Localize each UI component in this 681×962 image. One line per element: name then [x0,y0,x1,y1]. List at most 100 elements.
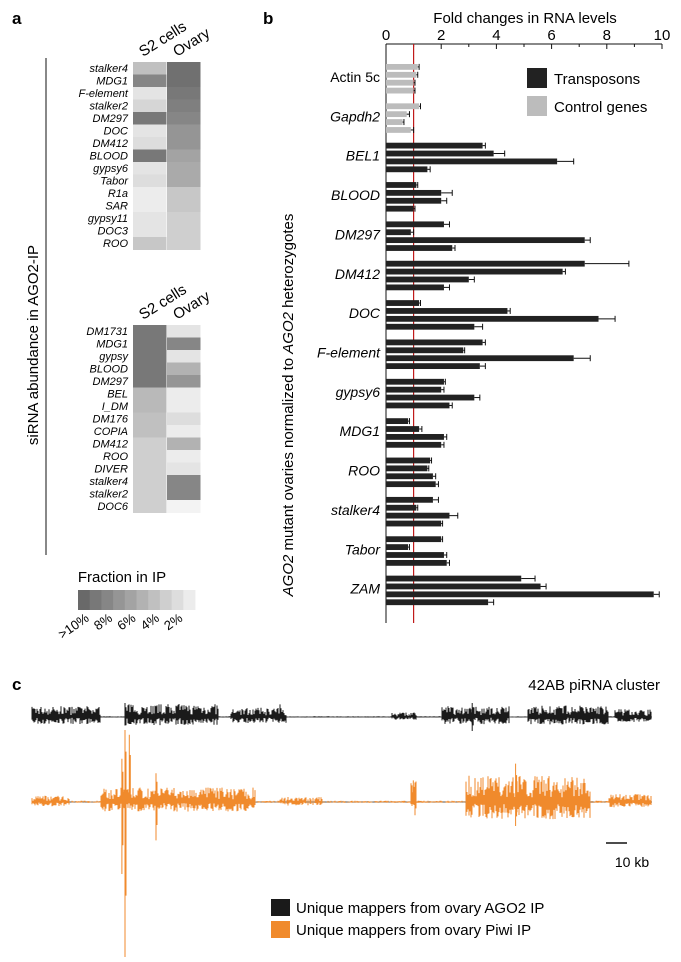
bar-gapdh2-2 [386,111,407,118]
heatmap-cell-roo-s2 [133,450,167,463]
heatmap-cell-sar-ovary [167,199,201,213]
heatmap-cell-copia-ovary [167,425,201,438]
bar-blood-3 [386,197,442,204]
heatmap-cell-doc3-ovary [167,224,201,238]
legend-label-control: Control genes [554,99,647,116]
heatmap-cell-dm297-s2 [133,375,167,388]
heatmap-cell-dm176-ovary [167,412,201,426]
heatmap-cell-r1a-ovary [167,187,201,200]
bar-gypsy6-2 [386,386,442,393]
heatmap-cell-sar-s2 [133,199,167,213]
bar-f-element-2 [386,347,464,354]
x-tick-label-10: 10 [654,27,671,44]
group-label-dm412: DM412 [335,266,380,282]
heatmap-row-label-dm297: DM297 [93,113,129,125]
heatmap-cell-dm297-s2 [133,112,167,125]
group-label-actin-5c: Actin 5c [330,69,380,85]
bar-stalker4-4 [386,520,442,527]
bar-doc-3 [386,315,599,322]
bar-blood-1 [386,182,417,188]
heatmap-cell-dm412-s2 [133,437,167,451]
heatmap-row-label-gypsy11: gypsy11 [88,213,128,225]
colorbar-segment-4 [124,590,137,610]
group-label-dm297: DM297 [335,226,381,242]
group-label-doc: DOC [349,305,381,321]
group-label-f-element: F-element [317,345,381,361]
bar-mdg1-2 [386,426,420,432]
bar-ylabel: AGO2 mutant ovaries normalized to AGO2 h… [280,214,297,598]
x-tick-label-4: 4 [492,27,500,44]
colorbar-segment-8 [171,590,184,610]
bar-ylabel-gene-1: AGO2 [280,554,297,597]
bar-ylabel-gene-2: AGO2 [280,311,297,354]
x-tick-label-8: 8 [603,27,611,44]
heatmap-cell-gypsy-s2 [133,350,167,363]
heatmap-cell-gypsy6-ovary [167,162,201,175]
colorbar-segment-6 [148,590,161,610]
colorbar-segment-1 [89,590,102,610]
heatmap-row-label-roo: ROO [103,451,129,463]
panel-label-a: a [12,9,22,28]
bar-doc-2 [386,308,508,314]
bar-doc-1 [386,300,420,306]
scale-bar-label: 10 kb [615,854,649,870]
heatmap-cell-blood-ovary [167,362,201,376]
heatmap-row-label-dm176: DM176 [93,414,129,426]
group-label-stalker4: stalker4 [331,502,380,518]
heatmap-row-label-stalker2: stalker2 [89,101,128,113]
colorbar-segment-2 [101,590,114,610]
colorbar-title: Fraction in IP [78,569,166,586]
heatmap-cell-dm1731-s2 [133,325,167,338]
heatmap-row-label-roo: ROO [103,238,129,250]
heatmap-cell-i-dm-s2 [133,400,167,413]
heatmap-cell-gypsy6-s2 [133,162,167,175]
panel-label-b: b [263,9,273,28]
heatmap-cell-stalker2-ovary [167,487,201,501]
heatmap-cell-doc-ovary [167,124,201,138]
heatmap-row-label-sar: SAR [105,201,128,213]
bar-actin-5c-3 [386,79,414,86]
heatmap-cell-doc6-ovary [167,500,201,513]
colorbar-tick-label-4: 2% [161,610,185,633]
bar-bel1-4 [386,166,428,173]
bar-mdg1-3 [386,434,444,440]
bar-tabor-2 [386,544,409,550]
heatmap-cell-dm297-ovary [167,112,201,125]
heatmap-cell-bel-ovary [167,387,201,401]
bar-roo-3 [386,473,433,480]
bar-zam-2 [386,583,541,590]
heatmap-cell-stalker4-s2 [133,62,167,75]
colorbar-tick-label-2: 6% [114,610,138,633]
heatmap-row-label-dm412: DM412 [93,138,128,150]
bar-actin-5c-1 [386,64,418,70]
heatmap-cell-mdg1-s2 [133,337,167,351]
heatmap-cell-dm176-s2 [133,412,167,426]
bar-roo-2 [386,465,428,472]
bar-tabor-1 [386,536,442,543]
heatmap-cell-gypsy11-s2 [133,212,167,225]
heatmap-cell-stalker2-s2 [133,487,167,501]
bar-dm297-3 [386,237,585,244]
bar-gypsy6-3 [386,394,475,401]
heatmap-cell-i-dm-ovary [167,400,201,413]
coverage-track-piwi [31,730,652,958]
heatmap-row-label-gypsy6: gypsy6 [93,163,129,175]
bar-f-element-3 [386,355,574,362]
bar-dm412-2 [386,268,563,275]
heatmap-row-label-doc6: DOC6 [97,501,128,513]
bar-stalker4-3 [386,512,450,519]
colorbar-segment-0 [78,590,91,610]
heatmap-cell-roo-s2 [133,237,167,250]
heatmap-cell-roo-ovary [167,450,201,463]
cluster-title: 42AB piRNA cluster [528,677,660,694]
heatmap-cell-dm412-ovary [167,437,201,451]
bar-blood-2 [386,189,442,196]
bar-f-element-4 [386,363,480,369]
bar-tabor-3 [386,552,444,558]
heatmap-cell-gypsy-ovary [167,350,201,363]
bar-dm297-4 [386,245,453,251]
heatmap-row-label-stalker4: stalker4 [89,63,128,75]
bar-zam-1 [386,575,522,582]
heatmap-cell-f-element-ovary [167,87,201,100]
bar-chart-panel: Fold changes in RNA levels AGO2 mutant o… [280,10,670,623]
